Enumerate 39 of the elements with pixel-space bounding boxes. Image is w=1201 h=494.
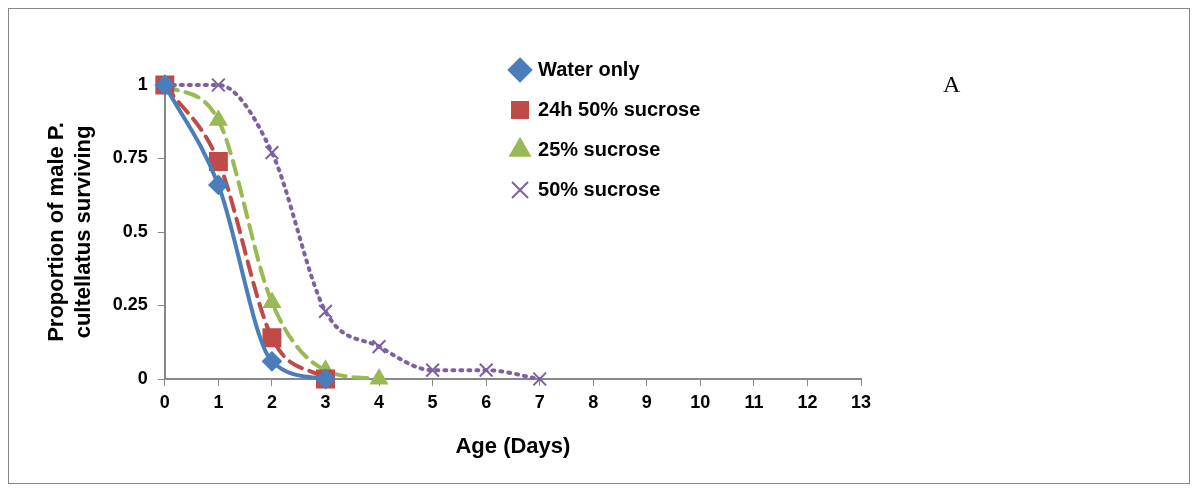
x-tick-label: 2 — [266, 391, 277, 412]
point — [208, 151, 228, 171]
x-tick-label: 10 — [690, 391, 711, 412]
x-tick-label: 0 — [159, 391, 170, 412]
point — [264, 145, 280, 160]
x-tick-label: 6 — [481, 391, 492, 412]
point — [263, 292, 281, 309]
y-tick-label: 0.5 — [122, 220, 148, 241]
x-tick-label: 9 — [641, 391, 652, 412]
x-axis-title: Age (Days) — [455, 432, 571, 458]
y-tick-label: 1 — [137, 73, 148, 94]
point — [478, 362, 494, 378]
legend-label: 24h 50% sucrose — [538, 97, 701, 120]
point — [532, 371, 548, 387]
x-tick-label: 7 — [534, 391, 545, 412]
point — [371, 339, 387, 355]
x-tick-label: 3 — [320, 391, 331, 412]
point — [262, 328, 282, 348]
legend-label: 50% sucrose — [538, 177, 661, 200]
x-tick-label: 13 — [850, 391, 872, 412]
y-tick-label: 0.25 — [112, 294, 148, 315]
y-axis-title: Proportion of male P. cultellatus surviving — [43, 122, 95, 342]
point — [425, 362, 440, 378]
x-tick-label: 8 — [588, 391, 599, 412]
point — [208, 174, 229, 195]
x-tick-label: 5 — [427, 391, 438, 412]
y-tick-label: 0.75 — [112, 147, 148, 168]
point — [318, 304, 333, 319]
x-tick-label: 1 — [213, 391, 224, 412]
legend-label: 25% sucrose — [538, 137, 661, 160]
point — [370, 369, 388, 385]
x-tick-label: 11 — [744, 391, 764, 412]
x-tick-label: 4 — [374, 391, 385, 412]
legend-label: Water only — [538, 57, 641, 80]
y-tick-label: 0 — [137, 367, 148, 388]
point — [261, 351, 282, 372]
text: A — [943, 71, 961, 98]
x-tick-label: 12 — [797, 391, 818, 412]
point — [211, 77, 226, 93]
